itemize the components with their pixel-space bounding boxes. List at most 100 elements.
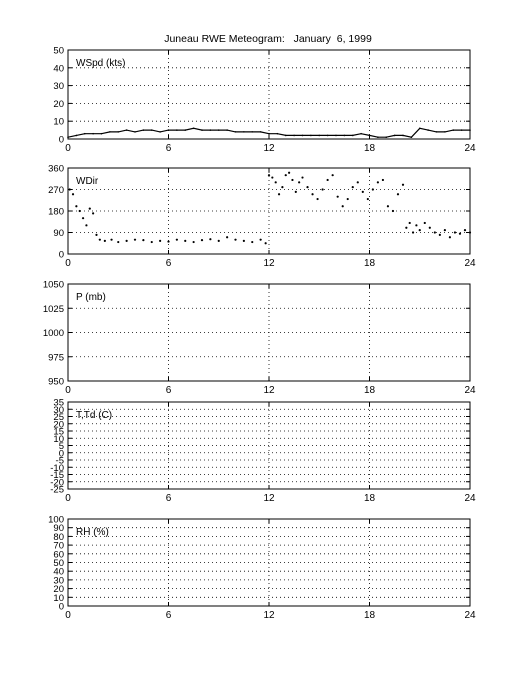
- x-tick-label: 18: [364, 493, 376, 504]
- data-point: [351, 134, 354, 137]
- y-tick-label: 270: [48, 185, 64, 196]
- y-tick-label: -25: [50, 485, 64, 496]
- data-point: [192, 127, 195, 130]
- y-tick-label: 1050: [43, 280, 64, 291]
- data-point: [159, 239, 162, 242]
- data-point: [175, 238, 178, 241]
- data-point: [276, 132, 279, 135]
- data-point: [293, 134, 295, 137]
- data-point: [371, 188, 374, 191]
- y-tick-label: 10: [53, 593, 64, 604]
- data-point: [321, 188, 324, 191]
- y-tick-label: 100: [48, 515, 64, 526]
- x-tick-label: 6: [166, 258, 172, 269]
- data-point: [443, 229, 446, 232]
- y-tick-label: 5: [59, 441, 64, 452]
- data-point: [396, 193, 400, 196]
- data-point: [376, 181, 379, 184]
- panel-label: T,Td (C): [76, 410, 112, 421]
- data-point: [134, 131, 136, 133]
- data-point: [167, 240, 170, 243]
- data-point: [83, 132, 86, 135]
- x-tick-label: 24: [464, 385, 476, 396]
- data-point: [427, 129, 429, 131]
- data-point: [433, 231, 436, 234]
- data-point: [318, 134, 321, 137]
- data-point: [418, 229, 421, 232]
- data-point: [251, 240, 254, 244]
- data-point: [234, 238, 237, 241]
- data-point: [125, 239, 128, 242]
- y-tick-label: 10: [53, 434, 64, 445]
- y-tick-label: 0: [59, 602, 64, 613]
- data-point: [298, 181, 301, 184]
- data-point: [468, 231, 472, 234]
- data-point: [167, 129, 170, 131]
- data-point: [284, 174, 287, 177]
- x-tick-label: 6: [166, 610, 172, 621]
- panel-label: RH (%): [76, 527, 109, 538]
- panel-0: 0 6 12 18 24 0 10 20 30 40 50 WSpd (kts): [53, 46, 476, 155]
- y-tick-label: 0: [59, 250, 64, 261]
- data-point: [100, 132, 103, 135]
- data-point: [393, 134, 396, 137]
- data-point: [92, 132, 94, 135]
- data-point: [268, 132, 270, 135]
- data-point: [405, 226, 408, 229]
- y-tick-label: 50: [53, 558, 64, 569]
- data-point: [306, 186, 309, 189]
- data-point: [67, 136, 69, 139]
- data-point: [361, 190, 364, 193]
- data-point: [294, 190, 297, 193]
- data-point: [377, 136, 379, 139]
- data-point: [271, 176, 274, 179]
- data-point: [176, 129, 178, 131]
- data-point: [360, 132, 362, 135]
- y-tick-label: 1025: [43, 304, 64, 315]
- data-point: [418, 127, 421, 130]
- data-point: [75, 134, 78, 137]
- x-tick-label: 0: [65, 610, 71, 621]
- x-tick-label: 24: [464, 493, 476, 504]
- data-point: [385, 136, 388, 139]
- data-point: [217, 239, 220, 242]
- data-point: [259, 131, 262, 133]
- y-tick-label: 0: [59, 448, 64, 459]
- x-tick-label: 0: [65, 385, 71, 396]
- data-point: [343, 134, 346, 137]
- data-point: [288, 171, 291, 174]
- x-tick-label: 24: [464, 143, 476, 154]
- data-point: [81, 217, 85, 220]
- x-tick-label: 18: [364, 258, 376, 269]
- x-tick-label: 12: [263, 258, 275, 269]
- data-point: [75, 205, 78, 208]
- x-tick-label: 12: [263, 610, 275, 621]
- page-title: Juneau RWE Meteogram: January 6, 1999: [164, 33, 372, 45]
- data-point: [381, 178, 384, 182]
- x-tick-label: 6: [166, 385, 172, 396]
- data-point: [463, 229, 467, 232]
- data-point: [281, 186, 284, 189]
- data-point: [335, 134, 337, 137]
- data-point: [68, 188, 71, 191]
- y-tick-label: -5: [56, 456, 64, 467]
- y-tick-label: 30: [53, 405, 64, 416]
- data-point: [209, 129, 212, 131]
- data-point: [88, 207, 91, 210]
- data-point: [453, 231, 457, 234]
- data-point: [243, 131, 245, 133]
- data-point: [184, 129, 187, 131]
- y-tick-label: 30: [53, 81, 64, 92]
- data-point: [259, 238, 262, 241]
- data-point: [448, 236, 451, 239]
- x-tick-label: 0: [65, 258, 71, 269]
- y-tick-label: -10: [50, 463, 64, 474]
- y-tick-label: 0: [59, 135, 64, 146]
- data-point: [368, 134, 371, 137]
- data-point: [415, 224, 418, 227]
- y-tick-label: 20: [53, 584, 64, 595]
- data-point: [316, 197, 319, 201]
- data-point: [142, 129, 145, 131]
- x-tick-label: 0: [65, 143, 71, 154]
